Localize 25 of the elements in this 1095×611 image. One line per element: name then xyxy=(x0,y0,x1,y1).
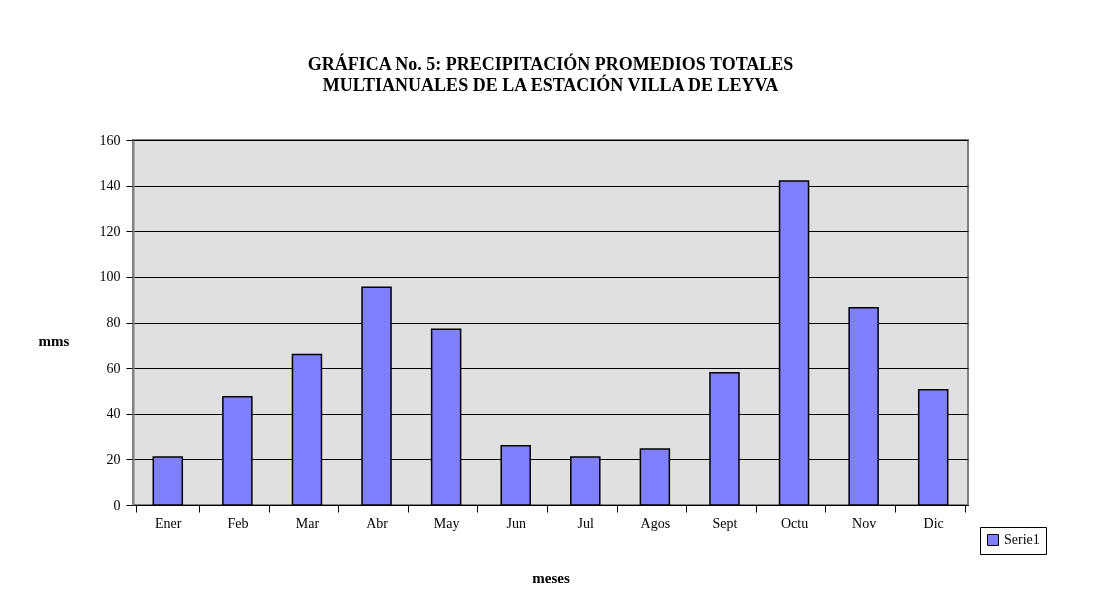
x-tick-label: Feb xyxy=(227,515,249,531)
x-tick-label: Sept xyxy=(712,515,738,531)
y-tick-label: 120 xyxy=(99,223,121,239)
y-tick-label: 40 xyxy=(106,406,121,422)
x-tick-label: Jun xyxy=(506,515,526,531)
x-tick-label: Agos xyxy=(640,515,671,531)
y-tick-label: 60 xyxy=(106,360,121,376)
x-tick-label: Jul xyxy=(577,515,595,531)
y-tick-label: 100 xyxy=(99,269,121,285)
legend-label: Serie1 xyxy=(1004,532,1040,547)
x-axis-title: meses xyxy=(532,569,570,586)
chart-title: GRÁFICA No. 5: PRECIPITACIÓN PROMEDIOS TOTALES MULTIANUALES DE LA ESTACIÓN VILLA DE LEYVA xyxy=(307,53,794,95)
y-tick-label: 160 xyxy=(99,132,121,148)
x-tick-label: May xyxy=(433,515,460,531)
y-tick-label: 80 xyxy=(106,315,121,330)
y-tick-label: 140 xyxy=(99,178,121,194)
x-tick-label: Abr xyxy=(366,515,389,531)
y-axis-title: mms xyxy=(38,333,70,350)
y-tick-label: 0 xyxy=(113,497,121,513)
x-tick-label: Ener xyxy=(155,515,182,531)
x-tick-label: Octu xyxy=(780,515,809,531)
x-tick-label: Mar xyxy=(295,515,320,531)
y-tick-label: 20 xyxy=(106,451,121,467)
x-tick-label: Dic xyxy=(923,515,944,531)
x-tick-label: Nov xyxy=(852,515,877,531)
